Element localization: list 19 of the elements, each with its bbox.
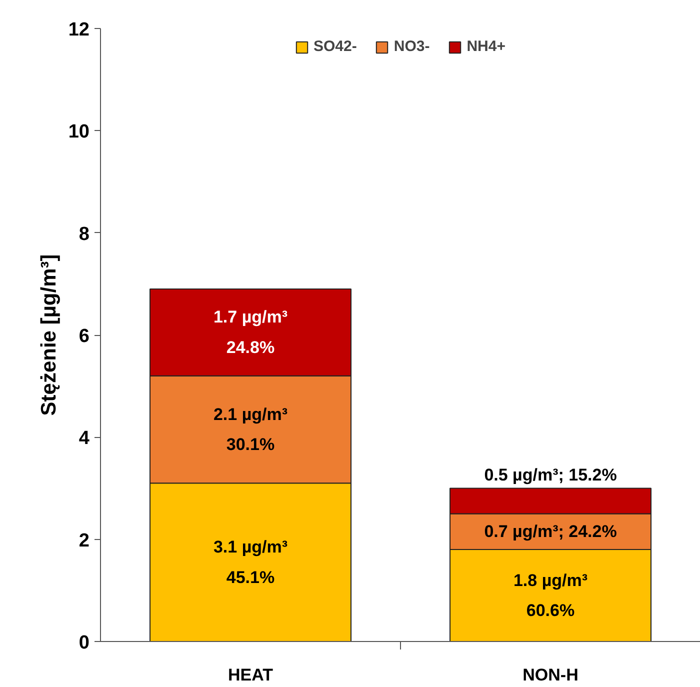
y-tick-label: 2 — [78, 530, 90, 552]
legend-label: NO3- — [394, 38, 430, 55]
y-tick-label: 4 — [78, 428, 90, 450]
data-label: 0.5 µg/m³; 15.2% — [484, 465, 617, 484]
data-label: 3.1 µg/m³ 45.1% — [213, 538, 288, 588]
y-tick-label: 8 — [78, 224, 90, 245]
y-axis-title: Stężenie [µg/m³] — [37, 254, 60, 416]
x-tick-label: NON-H — [522, 666, 578, 684]
data-label: 1.8 µg/m³ 60.6% — [513, 570, 588, 620]
legend-label: NH4+ — [466, 38, 506, 55]
y-tick-label: 10 — [68, 122, 90, 143]
data-label: 0.7 µg/m³; 24.2% — [484, 522, 617, 542]
data-label: 2.1 µg/m³ 30.1% — [213, 404, 288, 454]
data-label: 1.7 µg/m³ 24.8% — [213, 308, 288, 358]
y-tick-label: 6 — [78, 326, 90, 347]
y-tick-label: 0 — [78, 632, 90, 654]
y-tick-label: 12 — [68, 20, 90, 40]
legend-label: SO42- — [314, 38, 357, 55]
x-tick-label: HEAT — [228, 666, 274, 684]
